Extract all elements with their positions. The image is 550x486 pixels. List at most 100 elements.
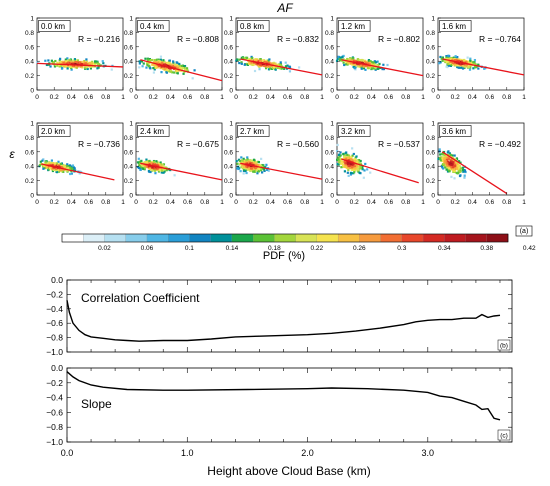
density-mark <box>138 163 141 167</box>
y-tick-label: 0.2 <box>124 178 133 185</box>
density-mark <box>136 161 140 164</box>
density-mark <box>168 66 171 70</box>
density-mark <box>451 61 455 64</box>
density-mark <box>58 59 61 62</box>
density-mark <box>249 58 252 62</box>
density-mark <box>343 154 346 157</box>
density-mark <box>454 169 457 172</box>
density-mark <box>172 60 175 63</box>
panel-height-box <box>439 20 472 32</box>
density-mark <box>445 56 448 59</box>
density-mark <box>89 65 92 68</box>
density-mark <box>371 61 374 64</box>
density-mark <box>356 61 359 64</box>
density-mark <box>267 169 270 172</box>
density-mark <box>359 166 362 169</box>
density-mark <box>362 67 365 70</box>
density-mark <box>360 67 363 70</box>
density-mark <box>457 62 461 65</box>
density-mark <box>461 166 464 169</box>
density-mark <box>251 63 254 66</box>
density-mark <box>439 156 442 159</box>
colorbar-frame <box>61 233 509 243</box>
density-mark <box>465 60 468 64</box>
density-mark <box>53 163 56 167</box>
density-mark <box>286 64 289 67</box>
x-tick-label: 0.8 <box>401 199 410 206</box>
density-mark <box>55 164 58 167</box>
density-mark <box>253 69 257 73</box>
density-mark <box>258 68 261 71</box>
density-mark <box>235 59 238 62</box>
density-mark <box>453 61 456 65</box>
density-mark <box>151 166 154 169</box>
density-mark <box>261 167 265 170</box>
density-mark <box>284 61 287 64</box>
density-mark <box>458 165 461 168</box>
density-mark <box>260 61 263 64</box>
density-mark <box>446 158 449 161</box>
density-mark <box>447 150 450 153</box>
density-mark <box>450 63 453 67</box>
density-mark <box>338 58 342 61</box>
x-tick-label: 0.6 <box>384 94 393 101</box>
density-mark <box>140 165 143 168</box>
density-mark <box>368 65 371 68</box>
density-mark <box>66 165 69 168</box>
density-mark <box>445 166 448 169</box>
y-tick-label: 0.8 <box>325 135 334 142</box>
density-mark <box>350 61 353 65</box>
density-mark <box>450 163 454 166</box>
density-mark <box>235 160 238 163</box>
density-mark <box>347 163 351 166</box>
density-mark <box>51 167 54 170</box>
density-mark <box>180 67 183 70</box>
density-mark <box>458 174 462 178</box>
density-mark <box>458 62 462 65</box>
density-mark <box>167 63 170 67</box>
density-mark <box>184 68 187 71</box>
density-mark <box>467 60 470 63</box>
density-mark <box>43 166 46 170</box>
density-mark <box>137 166 141 170</box>
density-mark <box>457 160 461 163</box>
density-mark <box>79 170 82 173</box>
density-mark <box>158 164 162 167</box>
density-mark <box>260 157 263 160</box>
density-mark <box>47 162 50 165</box>
x-tick-label: 1 <box>121 199 125 206</box>
density-mark <box>240 156 243 159</box>
density-mark <box>183 70 186 74</box>
density-mark <box>442 159 445 162</box>
x-tick-label: 0.2 <box>451 94 460 101</box>
density-mark <box>250 159 253 163</box>
x-tick-label: 1 <box>522 199 526 206</box>
density-mark <box>66 57 69 60</box>
density-mark <box>461 168 465 171</box>
density-mark <box>356 165 359 168</box>
density-mark <box>164 166 168 169</box>
panel-height-box <box>237 125 270 137</box>
x-tick-label: 0 <box>234 199 238 206</box>
density-mark <box>448 167 451 170</box>
density-mark <box>356 159 359 162</box>
density-mark <box>357 163 360 167</box>
density-mark <box>47 59 50 62</box>
density-mark <box>41 159 44 162</box>
density-mark <box>249 162 252 165</box>
density-mark <box>463 62 466 66</box>
density-mark <box>339 56 342 59</box>
panel-r-label: R = −0.808 <box>177 34 219 44</box>
density-mark <box>66 67 69 70</box>
x-tick-label: 0.6 <box>485 199 494 206</box>
density-mark <box>62 164 65 167</box>
density-mark <box>76 59 80 62</box>
density-mark <box>336 149 339 153</box>
density-mark <box>343 63 346 67</box>
density-mark <box>151 58 154 62</box>
density-mark <box>456 57 459 61</box>
density-mark <box>261 171 264 174</box>
density-mark <box>253 161 256 164</box>
density-mark <box>66 62 69 65</box>
density-mark <box>244 169 247 173</box>
